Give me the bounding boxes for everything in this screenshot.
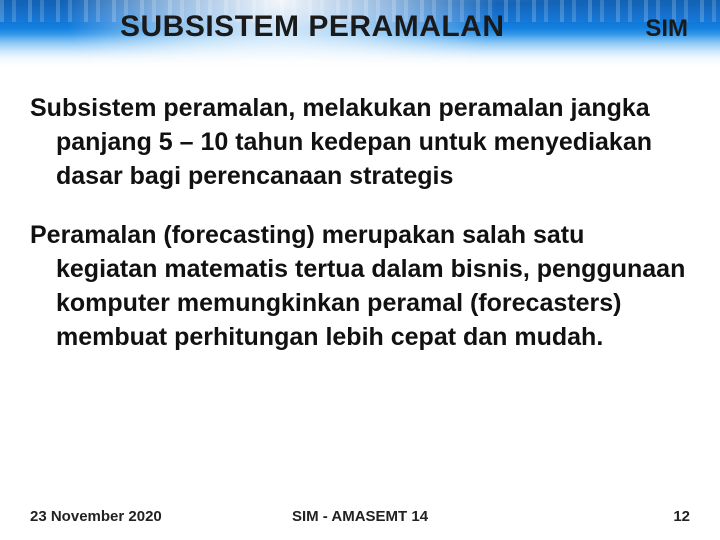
paragraph-2-text: Peramalan (forecasting) merupakan salah … (30, 219, 690, 354)
footer-page-number: 12 (673, 508, 690, 525)
paragraph-1: Subsistem peramalan, melakukan peramalan… (30, 92, 690, 193)
footer-center: SIM - AMASEMT 14 (292, 508, 428, 525)
content-area: Subsistem peramalan, melakukan peramalan… (30, 92, 690, 380)
footer: 23 November 2020 SIM - AMASEMT 14 12 (30, 508, 690, 525)
slide: SUBSISTEM PERAMALAN SIM Subsistem perama… (0, 0, 720, 540)
paragraph-2: Peramalan (forecasting) merupakan salah … (30, 219, 690, 354)
footer-date: 23 November 2020 (30, 508, 162, 525)
brand-label: SIM (645, 15, 688, 43)
paragraph-1-text: Subsistem peramalan, melakukan peramalan… (30, 92, 690, 193)
slide-title: SUBSISTEM PERAMALAN (120, 10, 505, 44)
